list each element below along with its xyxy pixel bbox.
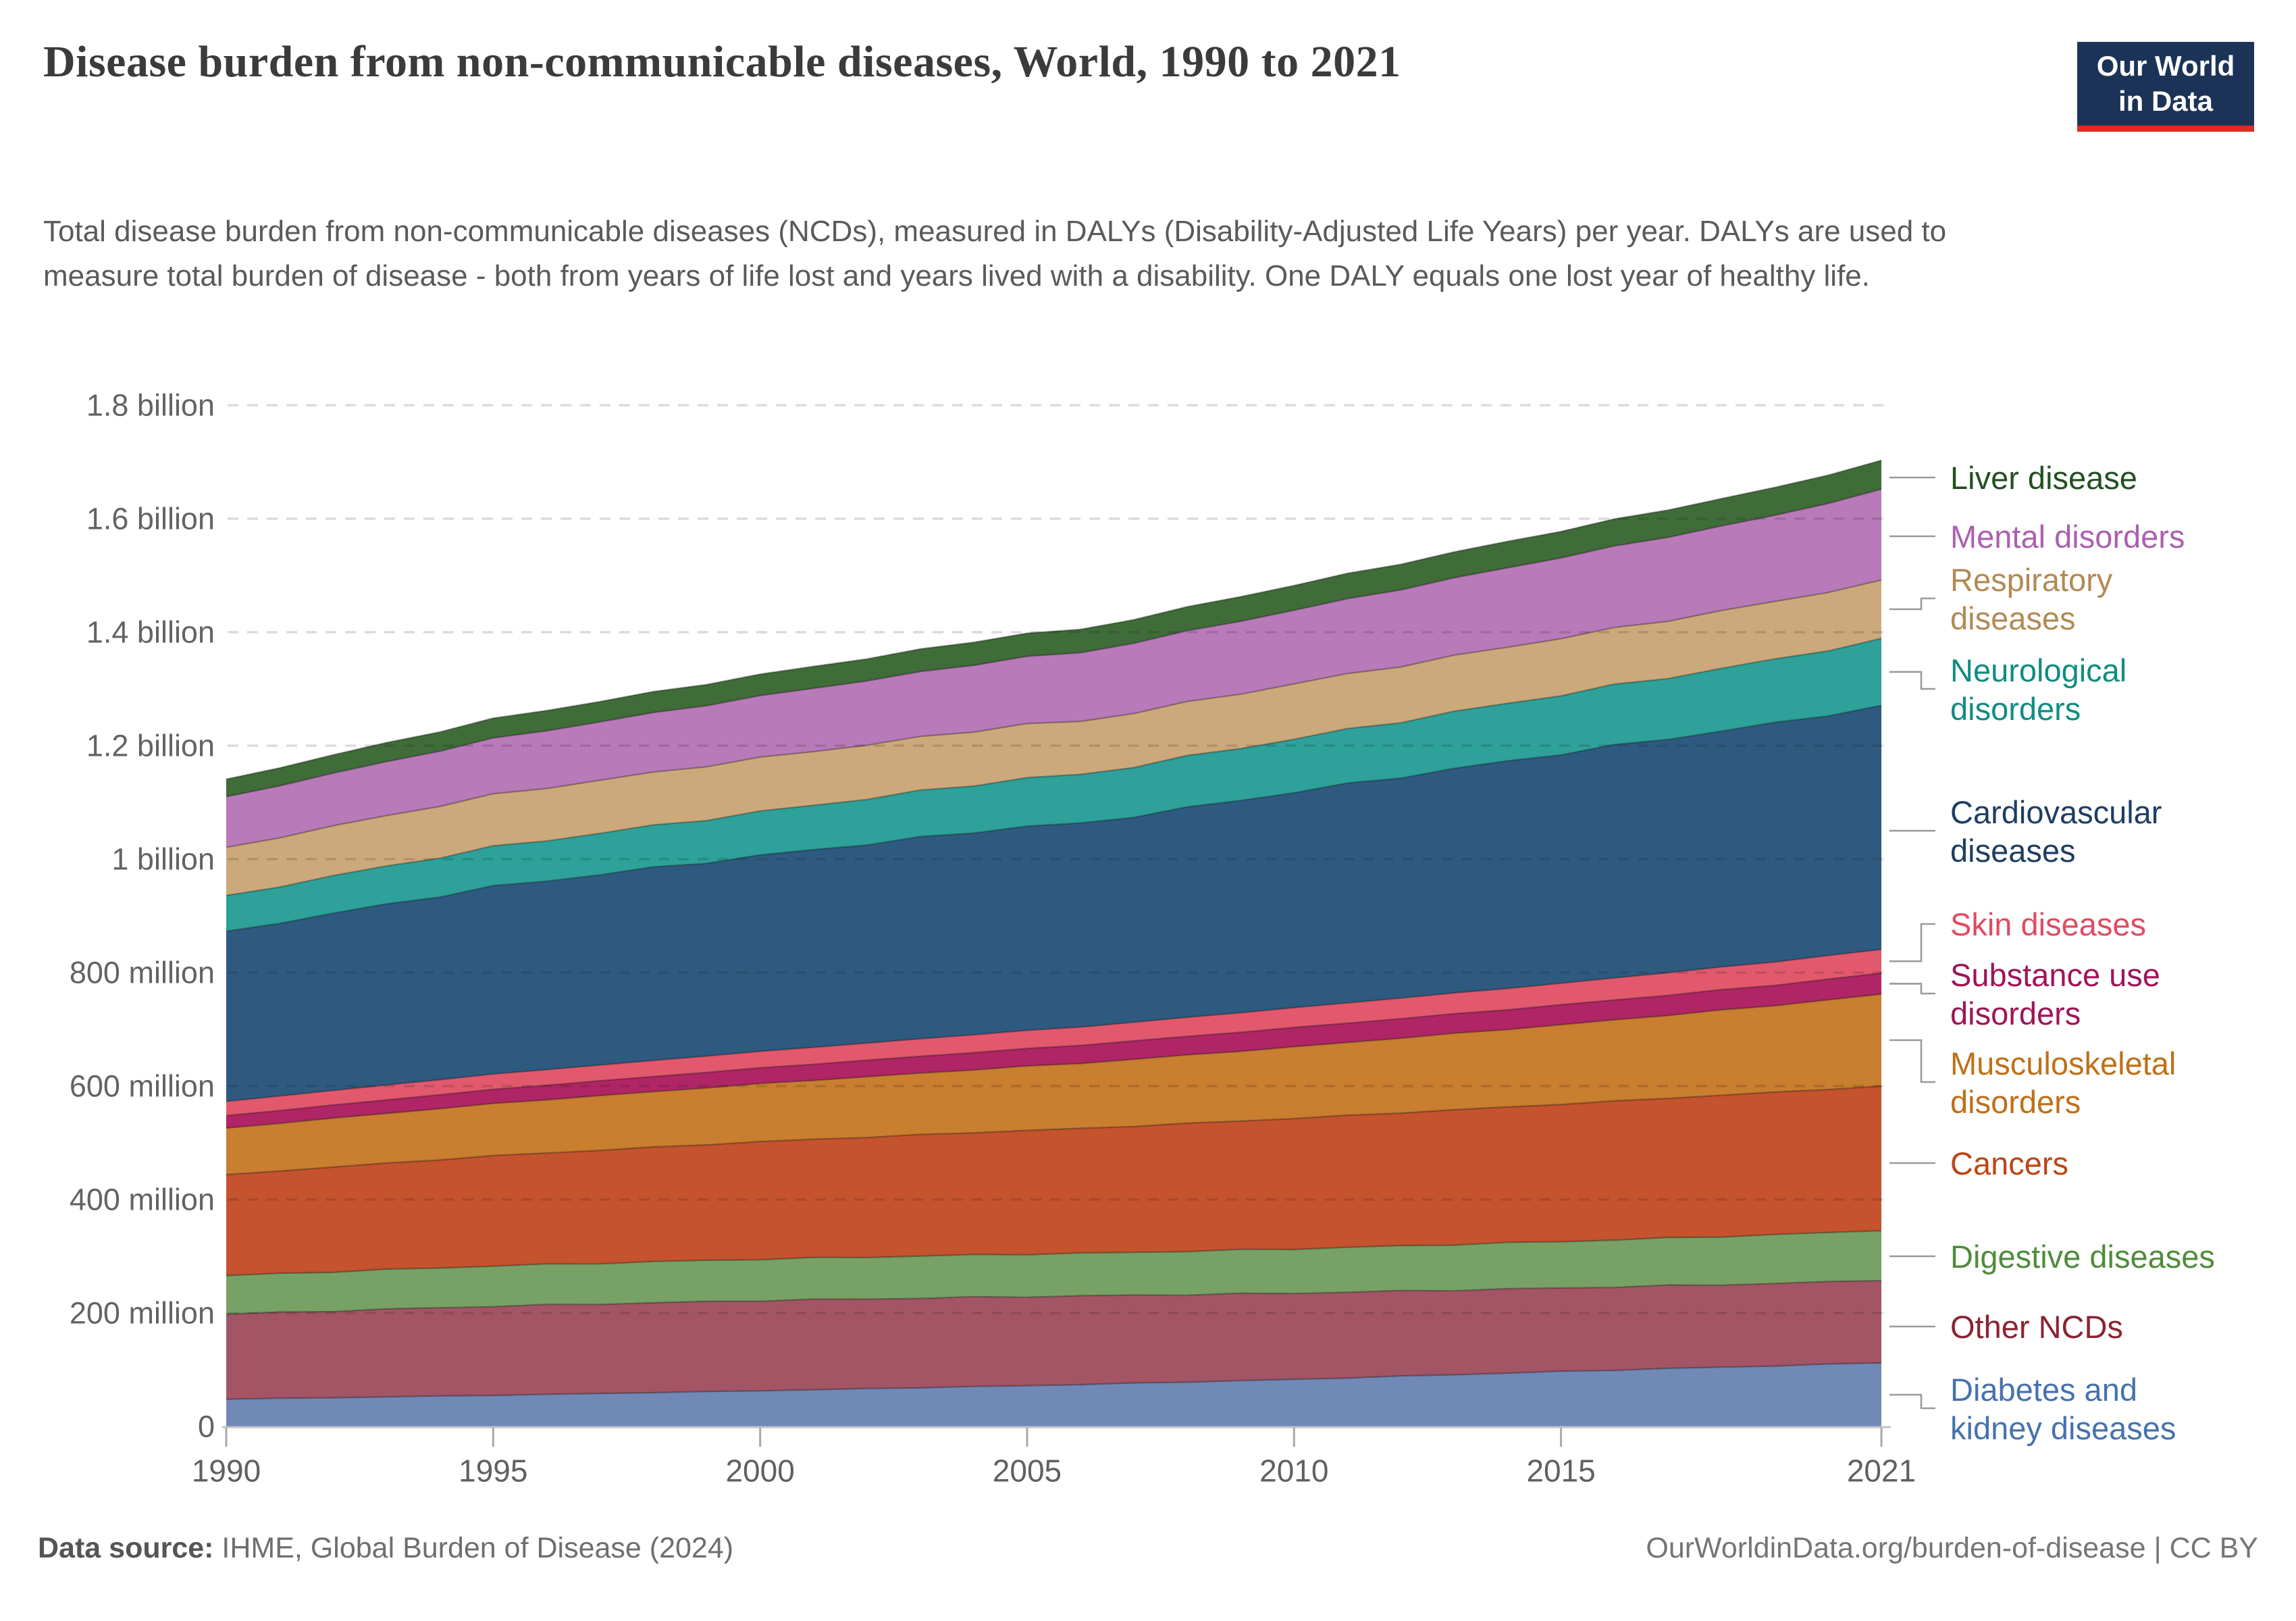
boundary-substance-use <box>226 972 1882 1116</box>
area-liver[interactable] <box>226 460 1881 797</box>
page-title: Disease burden from non-communicable dis… <box>43 37 1401 86</box>
y-tick-label-1600: 1.6 billion <box>86 502 215 536</box>
legend-label-cancers[interactable]: Cancers <box>1950 1146 2068 1181</box>
area-musculoskeletal[interactable] <box>226 994 1881 1175</box>
legend-label-diabetes-kidney[interactable]: Diabetes and kidney diseases <box>1950 1372 2176 1446</box>
area-diabetes-kidney[interactable] <box>226 1362 1881 1426</box>
y-tick-label-1400: 1.4 billion <box>86 615 215 650</box>
area-cancers[interactable] <box>226 1086 1881 1276</box>
legend-label-neurological[interactable]: Neurological disorders <box>1950 652 2127 727</box>
y-tick-label-800: 800 million <box>70 956 215 990</box>
owid-link[interactable]: OurWorldinData.org/burden-of-disease | C… <box>1646 1532 2258 1564</box>
area-respiratory[interactable] <box>226 580 1881 896</box>
boundary-respiratory <box>226 579 1882 848</box>
y-tick-label-0: 0 <box>198 1410 215 1444</box>
boundary-diabetes-kidney <box>226 1362 1882 1400</box>
legend-label-other-ncds[interactable]: Other NCDs <box>1950 1309 2123 1345</box>
legend-label-skin[interactable]: Skin diseases <box>1950 906 2146 942</box>
area-cardiovascular[interactable] <box>226 705 1881 1102</box>
boundary-neurological <box>226 638 1882 896</box>
area-mental[interactable] <box>226 489 1881 848</box>
boundary-skin <box>226 948 1882 1102</box>
area-digestive[interactable] <box>226 1231 1881 1314</box>
data-source-text: IHME, Global Burden of Disease (2024) <box>213 1532 734 1564</box>
legend-label-liver[interactable]: Liver disease <box>1950 460 2137 496</box>
legend-connector-musculoskeletal <box>1889 1039 1935 1083</box>
area-skin[interactable] <box>226 949 1881 1116</box>
y-tick-label-1200: 1.2 billion <box>86 729 215 763</box>
legend-label-mental[interactable]: Mental disorders <box>1950 519 2185 555</box>
legend-label-substance-use[interactable]: Substance use disorders <box>1950 957 2160 1031</box>
y-tick-label-600: 600 million <box>70 1069 215 1104</box>
y-tick-label-1800: 1.8 billion <box>86 388 215 423</box>
legend-connector-neurological <box>1889 671 1935 690</box>
legend-label-musculoskeletal[interactable]: Musculoskeletal disorders <box>1950 1046 2176 1120</box>
chart-subtitle: Total disease burden from non-communicab… <box>43 215 1947 292</box>
boundary-musculoskeletal <box>226 993 1882 1129</box>
x-tick-label-2021: 2021 <box>1847 1453 1916 1489</box>
boundary-mental <box>226 488 1882 798</box>
area-substance-use[interactable] <box>226 973 1881 1129</box>
y-tick-label-400: 400 million <box>70 1183 215 1217</box>
legend-connector-substance-use <box>1889 983 1935 995</box>
legend-label-digestive[interactable]: Digestive diseases <box>1950 1239 2215 1275</box>
legend-connector-diabetes-kidney <box>1889 1393 1935 1410</box>
x-tick-label-2005: 2005 <box>993 1453 1062 1489</box>
x-tick-label-1995: 1995 <box>459 1453 527 1489</box>
x-tick-label-2010: 2010 <box>1259 1453 1328 1489</box>
legend-connector-respiratory <box>1889 597 1935 611</box>
data-source: Data source: IHME, Global Burden of Dise… <box>38 1532 733 1565</box>
boundary-liver <box>226 459 1882 780</box>
area-other-ncds[interactable] <box>226 1281 1881 1399</box>
owid-logo[interactable]: Our World in Data <box>2077 42 2254 132</box>
x-tick-label-1990: 1990 <box>192 1453 261 1489</box>
owid-logo-line2: in Data <box>2118 85 2214 117</box>
data-source-label: Data source: <box>38 1532 214 1564</box>
boundary-cancers <box>226 1085 1882 1176</box>
boundary-other-ncds <box>226 1280 1882 1315</box>
y-tick-label-200: 200 million <box>70 1296 215 1331</box>
legend-label-respiratory[interactable]: Respiratory diseases <box>1950 562 2113 636</box>
x-tick-label-2015: 2015 <box>1526 1453 1595 1489</box>
boundary-cardiovascular <box>226 704 1882 932</box>
owid-logo-line1: Our World <box>2096 50 2235 82</box>
legend-label-cardiovascular[interactable]: Cardiovascular diseases <box>1950 794 2162 869</box>
y-tick-label-1000: 1 billion <box>111 842 215 877</box>
legend-connector-skin <box>1889 923 1935 962</box>
area-neurological[interactable] <box>226 638 1881 931</box>
x-tick-label-2000: 2000 <box>725 1453 794 1489</box>
boundary-digestive <box>226 1230 1882 1277</box>
